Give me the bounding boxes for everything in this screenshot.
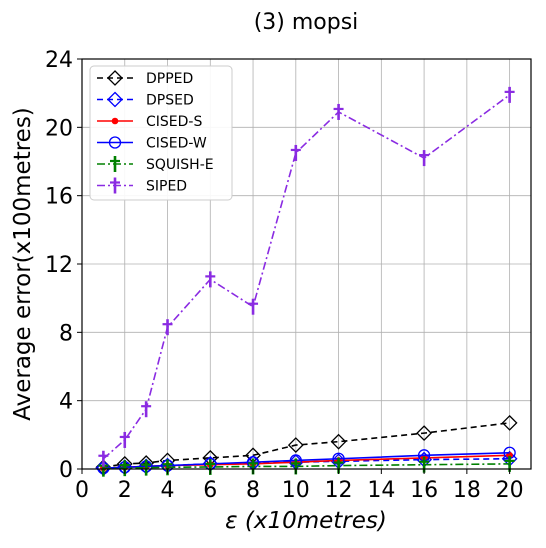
x-tick-label: 8: [246, 478, 260, 503]
series-dpsed: [95, 450, 518, 477]
legend-label: CISED-S: [146, 114, 202, 130]
legend-marker: [107, 70, 123, 86]
x-tick-label: 18: [453, 478, 481, 503]
legend-label: DPSED: [146, 93, 194, 109]
x-axis-label: ε (x10metres): [225, 508, 387, 534]
data-point-siped: [504, 86, 515, 103]
legend-entry-dpsed: DPSED: [97, 91, 194, 109]
y-tick-label: 16: [45, 185, 73, 210]
x-tick-labels: 0 2 4 6 8 10 12 14 16 18 20: [75, 469, 524, 503]
y-tick-label: 0: [59, 458, 73, 483]
legend-entry-cised-s: CISED-S: [97, 114, 202, 130]
x-tick-label: 10: [282, 478, 310, 503]
data-point-dpped: [501, 414, 518, 431]
y-tick-labels: 0 4 8 12 16 20 24: [45, 48, 82, 483]
legend-marker: [111, 117, 119, 125]
data-point-siped: [119, 431, 130, 448]
data-point-siped: [141, 401, 152, 418]
legend-label: CISED-W: [146, 136, 207, 152]
data-point-siped: [205, 271, 216, 288]
y-axis-label: Average error(x100metres): [10, 107, 36, 421]
x-tick-label: 16: [410, 478, 438, 503]
series-line-squish-e: [103, 463, 510, 470]
legend-marker: [107, 91, 123, 108]
data-point-siped: [419, 150, 430, 167]
data-point-siped: [290, 144, 301, 161]
legend-box: [89, 65, 233, 201]
legend-entry-dpped: DPPED: [97, 70, 193, 87]
series-layer: [95, 86, 518, 477]
y-tick-label: 4: [59, 390, 73, 415]
chart-title: (3) mopsi: [254, 10, 359, 35]
series-line-siped: [102, 94, 511, 460]
data-point-siped: [333, 103, 344, 120]
legend-entry-siped: SIPED: [97, 177, 187, 195]
legend-marker: [108, 136, 122, 149]
data-point-dpped: [287, 437, 304, 454]
legend: DPPED DPSED CISED-S CISED-W SQUISH-E SIPED: [89, 65, 233, 201]
data-point-dpped: [330, 433, 347, 450]
legend-marker: [110, 177, 120, 194]
data-point-squish-e: [141, 459, 152, 476]
series-line-cised-w: [103, 451, 510, 469]
legend-entry-cised-w: CISED-W: [97, 136, 207, 152]
series-line-dpped: [103, 422, 510, 469]
x-tick-label: 12: [325, 478, 353, 503]
x-tick-label: 14: [367, 478, 395, 503]
x-tick-label: 0: [75, 478, 89, 503]
x-tick-label: 2: [118, 478, 132, 503]
legend-label: SIPED: [146, 179, 187, 195]
legend-label: DPPED: [146, 71, 193, 87]
data-point-siped: [248, 298, 259, 315]
legend-marker: [110, 156, 120, 172]
data-point-siped: [162, 319, 173, 336]
y-tick-label: 20: [45, 116, 73, 141]
data-point-dpped: [416, 425, 433, 442]
data-point-siped: [98, 450, 109, 467]
y-tick-label: 8: [59, 321, 73, 346]
legend-entry-squish-e: SQUISH-E: [97, 156, 214, 173]
y-tick-label: 24: [45, 48, 73, 73]
legend-label: SQUISH-E: [146, 157, 214, 173]
x-tick-label: 6: [203, 478, 217, 503]
y-tick-label: 12: [45, 253, 73, 278]
x-tick-label: 20: [496, 478, 524, 503]
x-tick-label: 4: [161, 478, 175, 503]
series-siped: [98, 86, 515, 467]
